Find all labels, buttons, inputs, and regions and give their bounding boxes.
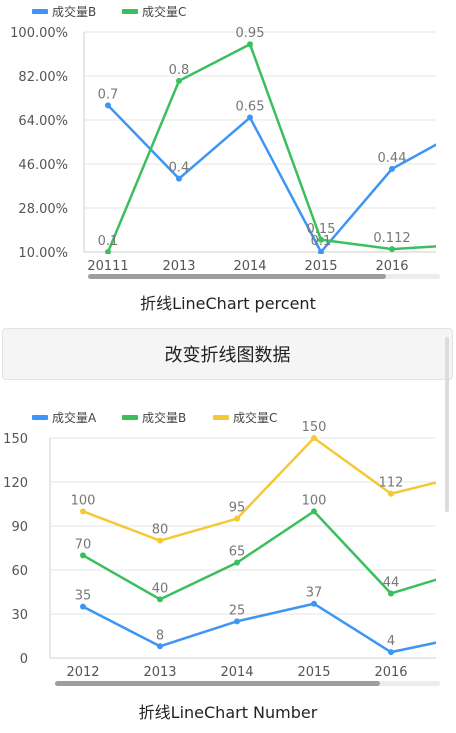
data-label: 0.1: [311, 234, 332, 249]
page-vertical-scrollbar[interactable]: [445, 337, 449, 512]
y-tick-label: 90: [11, 520, 28, 535]
data-label: 37: [306, 586, 323, 601]
chart1-horizontal-scrollbar[interactable]: [88, 274, 386, 279]
series-line-2: [82, 509, 436, 601]
data-point: [176, 175, 182, 182]
y-tick-label: 120: [3, 476, 28, 491]
y-tick-label: 0: [20, 652, 28, 667]
x-tick-label: 20111: [87, 259, 128, 274]
data-label: 40: [152, 581, 169, 596]
legend-label-1: 成交量A: [52, 410, 97, 425]
data-point: [105, 102, 111, 109]
data-label: 100: [71, 493, 96, 508]
data-point: [311, 600, 317, 607]
data-label: 0.1: [98, 234, 119, 249]
data-point: [105, 249, 111, 254]
data-point: [388, 649, 394, 656]
data-point: [157, 643, 163, 650]
y-tick-label: 82.00%: [18, 70, 68, 85]
data-point: [234, 515, 240, 522]
chart2-caption: 折线LineChart Number: [138, 703, 318, 722]
x-tick-label: 2012: [66, 665, 99, 680]
data-point: [311, 435, 317, 441]
x-tick-label: 2015: [304, 259, 337, 274]
series-line-1: [82, 602, 436, 654]
data-label: 35: [75, 589, 92, 604]
data-point: [80, 508, 86, 515]
data-point: [318, 236, 324, 243]
change-line-data-button[interactable]: 改变折线图数据: [2, 328, 453, 380]
y-tick-label: 46.00%: [18, 158, 68, 173]
y-tick-label: 10.00%: [18, 246, 68, 261]
x-tick-label: 2016: [374, 665, 407, 680]
y-tick-label: 60: [11, 564, 28, 579]
data-label: 70: [75, 537, 92, 552]
data-point: [389, 246, 395, 253]
y-tick-label: 100.00%: [10, 26, 68, 41]
legend-swatch-1: [32, 9, 48, 14]
chart2-horizontal-scrollbar[interactable]: [55, 681, 380, 686]
data-label: 0.8: [169, 63, 190, 78]
series-line-2: [106, 42, 436, 253]
legend-swatch-1: [32, 415, 48, 420]
data-label: 0.15: [307, 222, 336, 237]
data-point: [80, 552, 86, 559]
x-tick-label: 2014: [220, 665, 253, 680]
data-point: [234, 618, 240, 625]
x-tick-label: 2013: [162, 259, 195, 274]
data-label: 150: [302, 420, 327, 435]
data-label: 8: [156, 628, 164, 643]
data-label: 25: [229, 603, 246, 618]
y-tick-label: 28.00%: [18, 202, 68, 217]
data-label: 95: [229, 501, 246, 516]
legend-label-2: 成交量C: [142, 4, 186, 19]
plot-area: [105, 41, 436, 254]
data-label: 0.7: [98, 87, 119, 102]
data-point: [80, 603, 86, 610]
number-line-chart: 成交量A 成交量B 成交量C 150 120 90 60 30 0 2012 2013 2014 201…: [3, 410, 436, 680]
legend-label-1: 成交量B: [52, 4, 96, 19]
data-point: [176, 77, 182, 84]
data-point: [318, 249, 324, 254]
y-tick-label: 150: [3, 432, 28, 447]
data-label: 0.44: [378, 151, 407, 166]
chart1-caption: 折线LineChart percent: [140, 294, 316, 313]
x-tick-label: 2013: [143, 665, 176, 680]
x-tick-label: 2014: [233, 259, 266, 274]
data-point: [247, 114, 253, 121]
data-point: [157, 537, 163, 544]
legend-swatch-2: [122, 9, 138, 14]
data-label: 0.112: [373, 231, 410, 246]
data-point: [388, 590, 394, 597]
percent-line-chart-card: 成交量B 成交量C 100.00% 82.00% 64.00% 46.00% 28.00% 1…: [0, 0, 456, 325]
legend-label-3: 成交量C: [233, 410, 277, 425]
series-line-3: [82, 436, 436, 542]
data-label: 44: [383, 575, 400, 590]
data-point: [389, 165, 395, 172]
legend-label-2: 成交量B: [142, 410, 186, 425]
series-line-1: [107, 104, 436, 254]
data-label: 80: [152, 523, 169, 538]
data-point: [157, 596, 163, 603]
percent-line-chart: 成交量B 成交量C 100.00% 82.00% 64.00% 46.00% 28.00% 1…: [10, 4, 436, 274]
data-label: 100: [302, 493, 327, 508]
x-tick-label: 2015: [297, 665, 330, 680]
data-label: 0.4: [169, 161, 190, 176]
data-point: [388, 490, 394, 497]
data-point: [234, 559, 240, 566]
number-line-chart-card: 成交量A 成交量B 成交量C 150 120 90 60 30 0 2012 2013 2014 201…: [0, 402, 456, 733]
legend-swatch-2: [122, 415, 138, 420]
data-label: 0.65: [236, 100, 265, 115]
y-tick-label: 30: [11, 608, 28, 623]
plot-area: [80, 435, 436, 656]
data-label: 112: [379, 476, 404, 491]
data-label: 0.95: [236, 26, 265, 41]
data-label: 65: [229, 545, 246, 560]
y-tick-label: 64.00%: [18, 114, 68, 129]
data-label: 4: [387, 634, 395, 649]
x-tick-label: 2016: [375, 259, 408, 274]
legend-swatch-3: [213, 415, 229, 420]
data-point: [247, 41, 253, 48]
data-point: [311, 508, 317, 515]
